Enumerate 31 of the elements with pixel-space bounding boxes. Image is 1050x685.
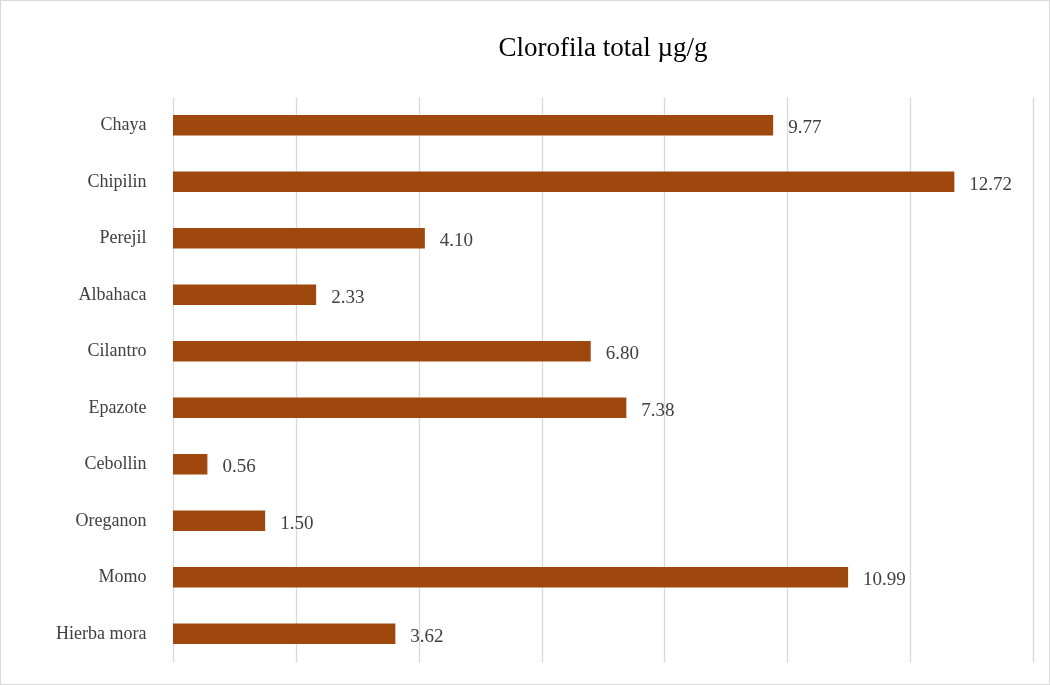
data-label: 7.38 bbox=[641, 398, 675, 420]
data-label: 9.77 bbox=[788, 116, 822, 138]
y-tick-label: Cilantro bbox=[87, 340, 147, 361]
data-label: 10.99 bbox=[863, 568, 906, 590]
bar bbox=[173, 510, 266, 531]
bar bbox=[173, 284, 317, 305]
y-tick-label: Oreganon bbox=[75, 509, 147, 530]
bar bbox=[173, 567, 849, 588]
data-label: 6.80 bbox=[605, 342, 639, 364]
y-tick-label: Cebollin bbox=[84, 453, 147, 474]
bar bbox=[173, 623, 396, 644]
y-tick-label: Chipilin bbox=[87, 170, 147, 191]
y-tick-label: Albahaca bbox=[78, 283, 147, 304]
data-label: 12.72 bbox=[969, 172, 1013, 194]
data-label: 3.62 bbox=[410, 624, 444, 646]
data-label: 0.56 bbox=[222, 455, 256, 477]
chart-title: Clorofila total µg/g bbox=[498, 32, 708, 62]
y-tick-label: Chaya bbox=[100, 114, 147, 135]
bar bbox=[173, 341, 591, 362]
bar bbox=[173, 228, 425, 249]
bar bbox=[173, 454, 208, 475]
y-tick-label: Epazote bbox=[88, 396, 147, 417]
y-tick-label: Hierba mora bbox=[56, 622, 147, 643]
y-tick-label: Perejil bbox=[99, 227, 147, 248]
y-tick-label: Momo bbox=[98, 566, 147, 587]
data-label: 4.10 bbox=[439, 229, 474, 251]
bar bbox=[173, 115, 774, 136]
data-label: 2.33 bbox=[331, 285, 365, 307]
bar bbox=[173, 397, 627, 418]
bar bbox=[173, 171, 955, 192]
data-label: 1.50 bbox=[280, 511, 314, 533]
